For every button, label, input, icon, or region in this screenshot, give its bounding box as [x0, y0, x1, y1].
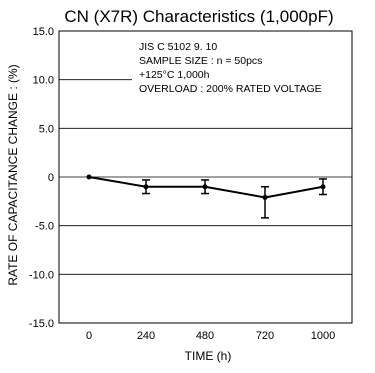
x-tick-label: 0 — [86, 330, 92, 342]
data-point — [262, 194, 268, 200]
annotation-line: SAMPLE SIZE : n = 50pcs — [139, 55, 262, 67]
x-ticks: 0 240 480 720 1000 — [86, 330, 335, 342]
series-group — [86, 174, 327, 219]
y-tick-label: -10.0 — [29, 269, 54, 281]
data-point — [86, 174, 92, 180]
y-tick-label: 5.0 — [39, 123, 54, 135]
data-point — [320, 184, 326, 190]
y-tick-label: 15.0 — [33, 26, 54, 38]
y-ticks: 15.0 10.0 5.0 0 -5.0 -10.0 -15.0 — [29, 26, 54, 330]
y-tick-label: 10.0 — [33, 75, 54, 87]
x-axis-label: TIME (h) — [185, 349, 232, 363]
y-axis-label: RATE OF CAPACITANCE CHANGE : (%) — [6, 64, 20, 285]
chart-title: CN (X7R) Characteristics (1,000pF) — [64, 7, 333, 26]
y-tick-label: 0 — [48, 172, 54, 184]
grid — [59, 79, 352, 275]
y-tick-label: -5.0 — [35, 221, 54, 233]
annotation-line: JIS C 5102 9. 10 — [139, 41, 217, 53]
data-point — [202, 184, 208, 190]
y-tick-label: -15.0 — [29, 318, 54, 330]
annotation-line: +125°C 1,000h — [139, 69, 210, 81]
annotation-line: OVERLOAD : 200% RATED VOLTAGE — [139, 83, 322, 95]
x-tick-label: 1000 — [311, 330, 335, 342]
x-tick-label: 240 — [137, 330, 155, 342]
annotation-block: JIS C 5102 9. 10 SAMPLE SIZE : n = 50pcs +… — [139, 41, 322, 95]
x-tick-label: 720 — [256, 330, 274, 342]
x-tick-label: 480 — [196, 330, 214, 342]
data-point — [143, 184, 149, 190]
